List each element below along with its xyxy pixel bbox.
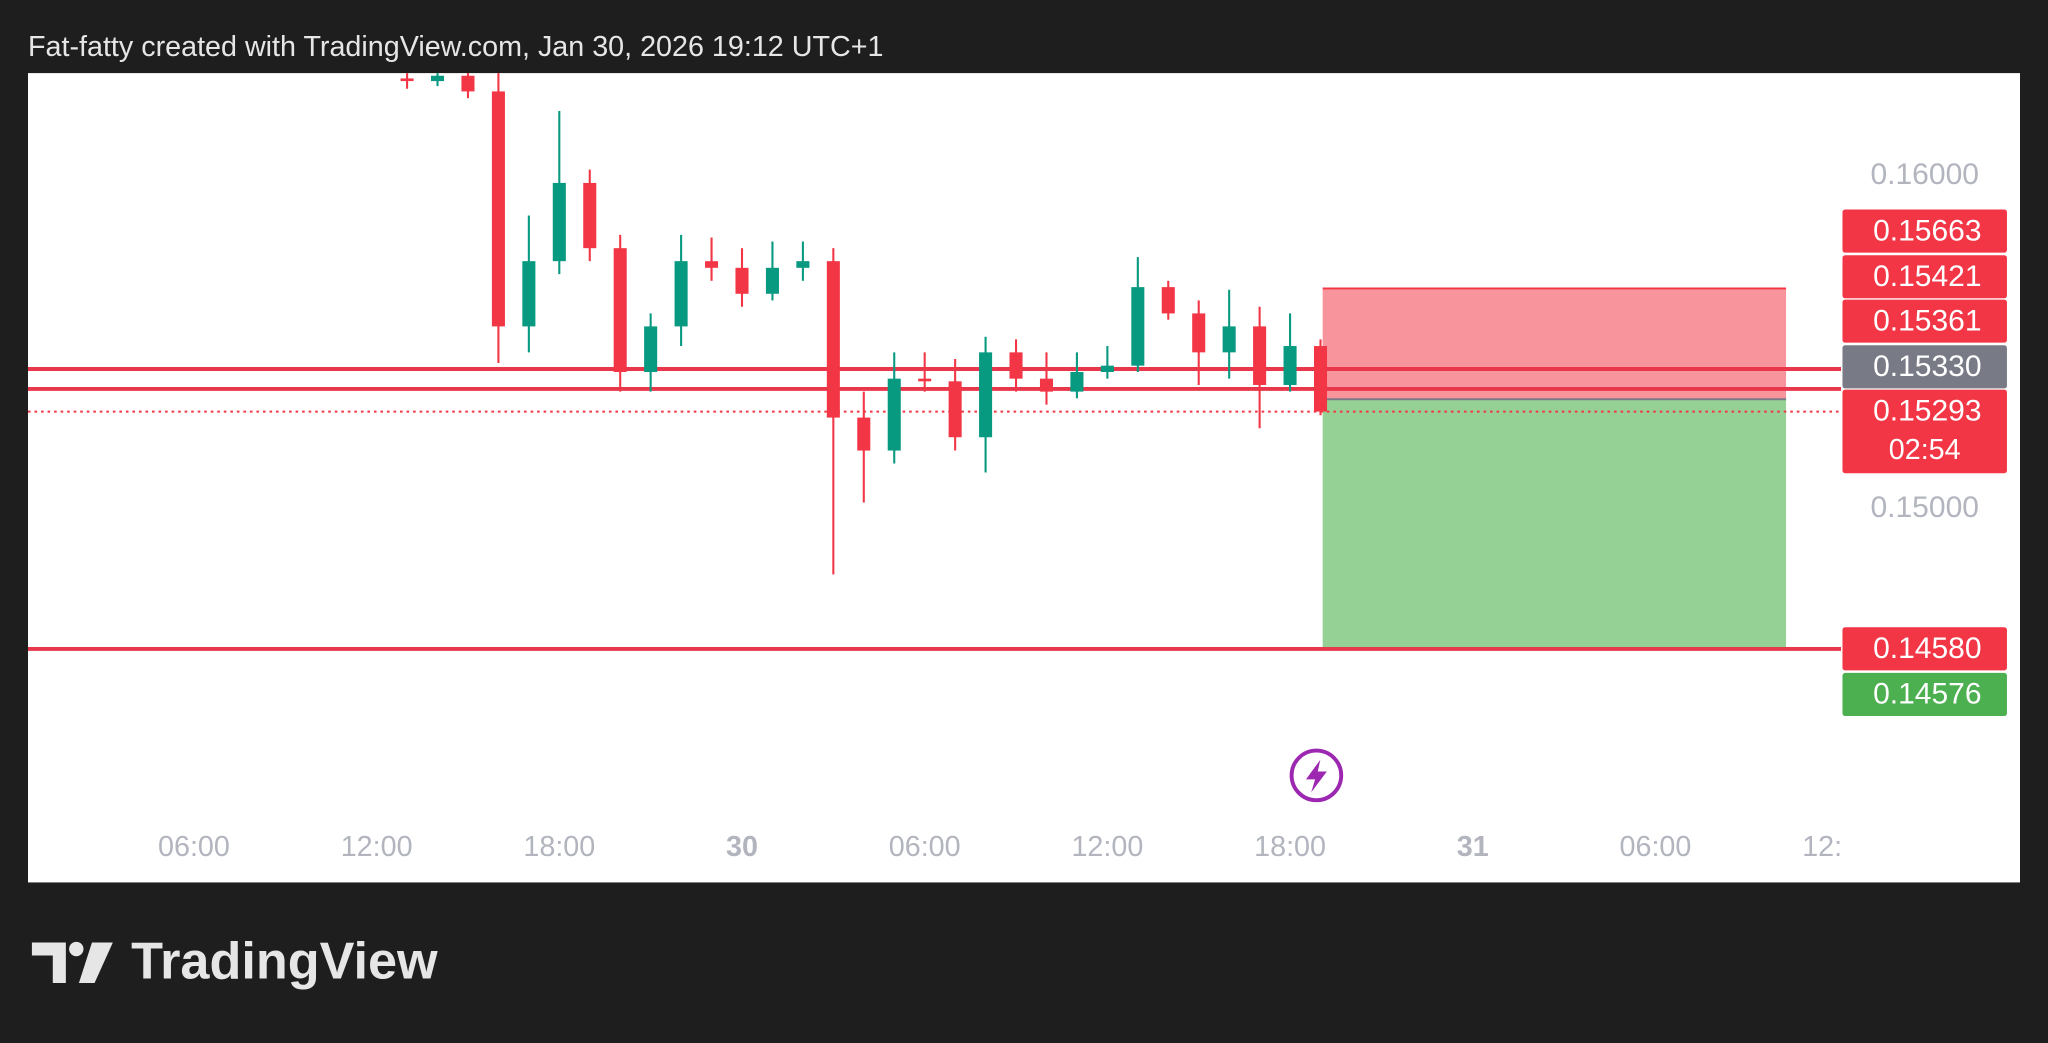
price-label-box: [1842, 299, 2007, 343]
candle-body: [1070, 371, 1084, 392]
price-label-box: [1842, 345, 2007, 389]
y-tick-label: 0.16000: [1870, 158, 1979, 191]
candle-body: [1131, 287, 1145, 366]
x-tick-label: 06:00: [1620, 831, 1692, 863]
candle-body: [705, 261, 719, 268]
logo-part: [31, 942, 66, 983]
price-label-box: [1842, 255, 2007, 299]
candle-body: [826, 261, 840, 418]
x-tick-label: 12:00: [1802, 831, 1874, 863]
price-label: 0.15361: [1873, 304, 1981, 337]
candle-body: [857, 417, 871, 451]
price-label: 0.15330: [1873, 350, 1981, 383]
candle-body: [948, 381, 962, 438]
candle-body: [979, 352, 993, 438]
candle-body: [765, 267, 779, 294]
candle-body: [887, 378, 901, 451]
candle-body: [1039, 378, 1054, 392]
price-label: 0.14580: [1873, 632, 1981, 665]
candle-body: [918, 378, 932, 382]
price-label: 0.14576: [1873, 678, 1981, 711]
x-tick-label: 12:00: [341, 831, 413, 863]
header-text: Fat-fatty created with TradingView.com, …: [28, 31, 883, 63]
price-label: 0.15663: [1873, 214, 1981, 247]
candle-body: [613, 248, 627, 372]
candle-body: [674, 261, 688, 327]
x-tick-label: 30: [726, 831, 758, 863]
candle-body: [1283, 346, 1297, 385]
alert-icon: [1289, 748, 1344, 803]
x-tick-label: 06:00: [158, 831, 230, 863]
price-label-box: [1842, 672, 2007, 717]
logo-part: [78, 942, 113, 983]
candle-body: [644, 326, 658, 372]
candle-body: [583, 182, 597, 249]
candle-body: [1009, 352, 1023, 379]
footer-logo: TradingView: [31, 932, 438, 990]
price-label-box: [1842, 209, 2007, 253]
x-tick-label: 18:00: [1254, 831, 1326, 863]
footer-brand: TradingView: [131, 932, 438, 990]
price-label: 0.15293: [1873, 394, 1981, 427]
position-profit-zone: [1322, 399, 1787, 651]
candle-body: [1192, 313, 1206, 353]
x-tick-label: 18:00: [523, 831, 595, 863]
plot-area: [27, 73, 1842, 651]
time-axis: 06:00 12:00 18:00 30 06:00 12:00 18:00 31 06:00 1…: [158, 831, 1874, 863]
position-loss-zone: [1322, 288, 1787, 400]
candle-body: [1100, 365, 1114, 372]
y-tick-label: 0.15000: [1870, 491, 1979, 524]
candle-body: [1161, 287, 1175, 314]
x-tick-label: 31: [1457, 831, 1489, 863]
candle-body: [522, 261, 536, 327]
candle-body: [461, 75, 475, 92]
x-tick-label: 12:00: [1071, 831, 1143, 863]
alert-circle: [1289, 748, 1344, 803]
candle-body: [735, 267, 749, 294]
price-label: 0.15421: [1873, 260, 1981, 293]
candle-body: [430, 75, 445, 82]
x-tick-label: 06:00: [889, 831, 961, 863]
candle-body: [1313, 346, 1328, 412]
candle-body: [400, 78, 414, 82]
price-axis: 0.16000 0.15000 0.15663 0.15421 0.15361 0.153…: [1842, 158, 2007, 717]
price-label-box: [1842, 389, 2007, 474]
candle-body: [796, 261, 810, 268]
candle-body: [491, 91, 505, 327]
candle-body: [552, 182, 566, 262]
price-label-box: [1842, 627, 2007, 671]
candle-body: [1253, 326, 1267, 385]
logo-part: [69, 941, 84, 957]
candle-body: [1222, 326, 1236, 353]
alert-bolt: [1305, 759, 1327, 793]
countdown-label: 02:54: [1889, 434, 1961, 466]
